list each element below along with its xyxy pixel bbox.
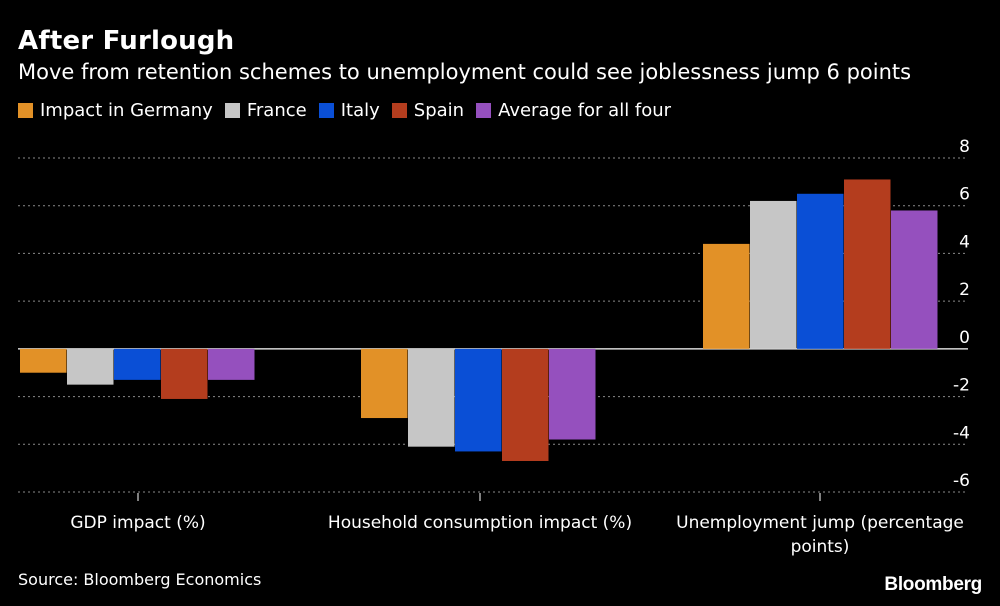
category-label: Household consumption impact (%)	[328, 513, 632, 533]
legend-swatch-italy	[318, 103, 334, 118]
legend-item-france: France	[224, 100, 307, 121]
bar-average-for-all-four-1	[549, 348, 596, 440]
chart-title: After Furlough	[18, 26, 235, 56]
bar-average-for-all-four-0	[208, 348, 255, 380]
y-tick-label: 8	[959, 137, 970, 157]
legend-swatch-average	[476, 103, 492, 118]
bar-impact-in-germany-1	[361, 348, 408, 419]
y-tick-label: 2	[959, 280, 970, 300]
legend-label-spain: Spain	[413, 100, 465, 121]
category-label: GDP impact (%)	[70, 513, 205, 533]
bar-spain-2	[844, 179, 891, 349]
legend-swatch-france	[224, 103, 240, 118]
y-tick-label: -6	[953, 471, 970, 491]
bar-spain-0	[161, 348, 208, 399]
legend-swatch-spain	[391, 103, 407, 118]
legend-label-italy: Italy	[340, 100, 380, 121]
bloomberg-logo: Bloomberg	[884, 574, 982, 595]
bar-italy-1	[455, 348, 502, 452]
legend-item-germany: Impact in Germany	[18, 100, 213, 121]
y-tick-label: -2	[953, 376, 970, 396]
bar-impact-in-germany-0	[20, 348, 67, 373]
y-tick-label: 6	[959, 185, 970, 205]
y-tick-label: -4	[953, 423, 970, 443]
y-tick-label: 4	[959, 232, 970, 252]
legend-item-average: Average for all four	[476, 100, 671, 121]
bar-italy-0	[114, 348, 161, 380]
legend-item-italy: Italy	[318, 100, 380, 121]
bar-average-for-all-four-2	[891, 210, 938, 349]
legend-swatch-germany	[18, 103, 33, 118]
y-tick-label: 0	[959, 328, 970, 348]
bar-impact-in-germany-2	[703, 243, 750, 349]
legend-label-germany: Impact in Germany	[40, 100, 213, 121]
legend-item-spain: Spain	[391, 100, 465, 121]
chart-subtitle: Move from retention schemes to unemploym…	[18, 60, 912, 84]
source-note: Source: Bloomberg Economics	[18, 570, 262, 589]
bar-france-2	[750, 200, 797, 349]
bar-france-0	[67, 348, 114, 385]
legend-label-france: France	[246, 100, 307, 121]
legend-label-average: Average for all four	[498, 100, 672, 121]
category-label: Unemployment jump (percentage points)	[676, 513, 964, 557]
legend: Impact in Germany France Italy Spain Ave…	[18, 100, 683, 121]
bar-france-1	[408, 348, 455, 447]
bar-spain-1	[502, 348, 549, 461]
bar-italy-2	[797, 193, 844, 349]
